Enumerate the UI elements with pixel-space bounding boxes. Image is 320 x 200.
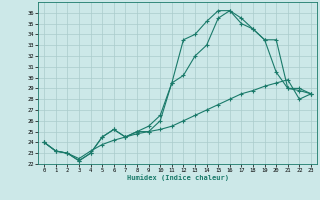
X-axis label: Humidex (Indice chaleur): Humidex (Indice chaleur) — [127, 175, 228, 181]
